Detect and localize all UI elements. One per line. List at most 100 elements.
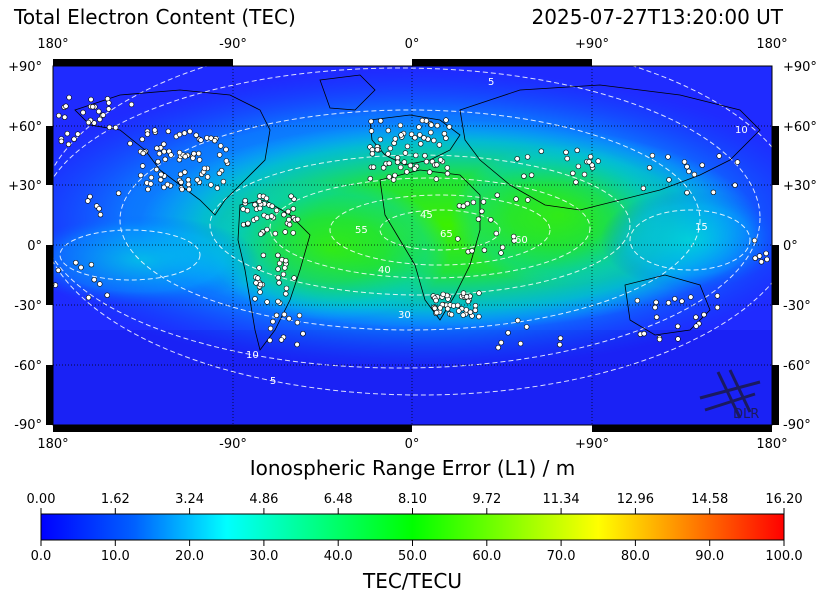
station-marker [283, 291, 289, 297]
station-marker [691, 171, 698, 178]
station-marker [499, 244, 506, 251]
lat-label: +60° [8, 120, 42, 135]
station-marker [156, 150, 163, 157]
station-marker [524, 154, 531, 160]
station-marker [190, 155, 196, 161]
station-marker [85, 119, 92, 126]
station-marker [148, 181, 154, 187]
station-marker [444, 170, 451, 177]
lat-label: -60° [14, 359, 42, 374]
station-marker [455, 302, 461, 309]
station-marker [763, 250, 769, 257]
station-marker [385, 151, 391, 157]
station-marker [264, 299, 270, 305]
station-marker [521, 173, 527, 179]
station-marker [470, 199, 477, 206]
station-marker [574, 147, 580, 154]
station-marker [710, 189, 717, 196]
station-marker [71, 136, 77, 142]
station-marker [752, 255, 758, 261]
station-marker [185, 177, 192, 183]
station-marker [257, 205, 263, 212]
station-marker [263, 195, 270, 202]
station-marker [255, 275, 261, 281]
station-marker [161, 148, 167, 155]
station-marker [513, 196, 519, 202]
station-marker [256, 265, 262, 271]
station-marker [460, 312, 466, 318]
station-marker [422, 153, 428, 159]
station-marker [100, 112, 106, 118]
station-marker [397, 122, 404, 129]
station-marker [97, 281, 103, 287]
lat-label: +90° [783, 60, 817, 75]
tec-tick-label: 20.0 [175, 549, 204, 564]
lon-label: -90° [219, 437, 247, 452]
station-marker [278, 337, 285, 343]
station-marker [286, 315, 292, 322]
station-marker [640, 185, 647, 192]
station-marker [138, 172, 144, 179]
range-tick-label: 12.96 [617, 492, 654, 507]
station-marker [394, 159, 401, 165]
station-marker [443, 135, 449, 141]
station-marker [408, 131, 415, 138]
station-marker [434, 162, 440, 168]
station-marker [472, 303, 479, 309]
station-marker [369, 151, 376, 157]
station-marker [273, 207, 280, 214]
tec-tick-label: 0.0 [31, 549, 52, 564]
station-marker [557, 342, 563, 348]
station-marker [434, 309, 440, 316]
station-marker [764, 256, 770, 263]
station-marker [443, 117, 449, 123]
station-marker [428, 122, 434, 128]
station-marker [446, 124, 452, 130]
station-marker [193, 132, 199, 138]
station-marker [392, 172, 398, 179]
station-marker [441, 131, 448, 137]
station-marker [65, 141, 72, 148]
station-marker [88, 262, 95, 268]
station-marker [480, 199, 487, 205]
station-marker [257, 281, 264, 288]
tec-tick-label: 30.0 [249, 549, 278, 564]
station-marker [282, 265, 288, 271]
station-marker [387, 145, 393, 152]
station-marker [295, 216, 301, 223]
contour-label: 65 [440, 229, 453, 240]
station-marker [87, 193, 93, 200]
station-marker [162, 156, 168, 163]
station-marker [367, 176, 373, 182]
station-marker [106, 100, 112, 106]
station-marker [294, 319, 301, 326]
station-marker [385, 127, 391, 134]
tec-tick-label: 90.0 [695, 549, 724, 564]
station-marker [290, 230, 296, 236]
station-marker [223, 146, 229, 153]
station-marker [115, 190, 122, 196]
station-marker [646, 165, 653, 171]
station-marker [191, 151, 197, 157]
station-marker [240, 206, 246, 212]
lon-label: 180° [756, 437, 787, 452]
station-marker [464, 201, 470, 207]
lon-label: 180° [37, 437, 68, 452]
range-tick-labels: 0.00 1.62 3.24 4.86 6.48 8.10 9.72 11.34 12.96 14… [27, 492, 803, 514]
timestamp: 2025-07-27T13:20:00 UT [531, 5, 783, 29]
station-marker [570, 170, 576, 177]
station-marker [675, 323, 681, 329]
station-marker [538, 148, 544, 154]
station-marker [398, 164, 404, 171]
contour-lines [53, 66, 772, 396]
station-marker [494, 192, 500, 198]
station-marker [368, 118, 374, 125]
station-marker [684, 190, 690, 196]
station-marker [656, 336, 663, 343]
station-marker [128, 101, 135, 108]
station-marker [434, 122, 440, 129]
frame-ticks [46, 59, 779, 432]
station-marker [427, 169, 433, 175]
station-marker [88, 96, 94, 103]
station-marker [187, 128, 193, 135]
